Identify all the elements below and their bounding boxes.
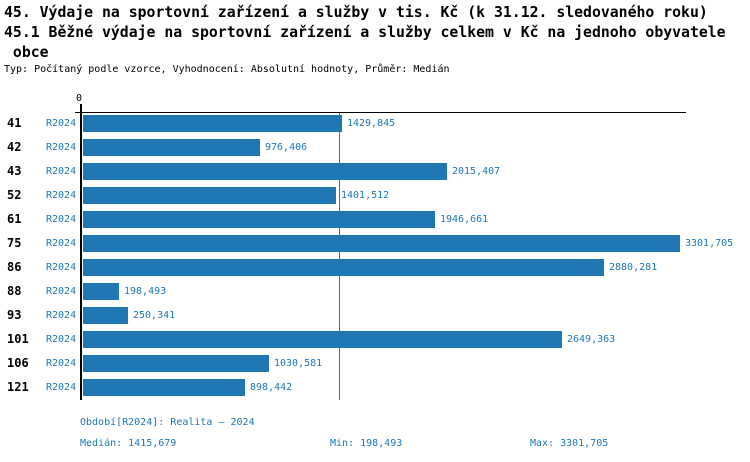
- row-period-label: R2024: [46, 190, 77, 201]
- row-period-label: R2024: [46, 142, 77, 153]
- bar: [83, 379, 245, 396]
- chart-title-line-3: obce: [4, 44, 49, 61]
- bar-value-label: 2649,363: [567, 334, 616, 345]
- footer-period-label: Období[R2024]: Realita – 2024: [80, 417, 255, 428]
- y-axis-line: [80, 112, 82, 400]
- bar-value-label: 3301,705: [685, 238, 734, 249]
- bar-value-label: 976,406: [265, 142, 308, 153]
- bar-value-label: 898,442: [250, 382, 293, 393]
- bar: [83, 115, 342, 132]
- bar: [83, 163, 447, 180]
- row-period-label: R2024: [46, 118, 77, 129]
- chart-title-line-2: 45.1 Běžné výdaje na sportovní zařízení …: [4, 24, 726, 41]
- row-period-label: R2024: [46, 262, 77, 273]
- footer-max-label: Max: 3301,705: [530, 438, 609, 449]
- footer-median-label: Medián: 1415,679: [80, 438, 177, 449]
- footer-min-label: Min: 198,493: [330, 438, 403, 449]
- row-period-label: R2024: [46, 334, 77, 345]
- row-category-label: 93: [7, 308, 22, 322]
- row-category-label: 61: [7, 212, 22, 226]
- row-category-label: 101: [7, 332, 29, 346]
- bar-value-label: 250,341: [133, 310, 176, 321]
- row-category-label: 86: [7, 260, 22, 274]
- row-period-label: R2024: [46, 238, 77, 249]
- bar: [83, 139, 260, 156]
- bar-value-label: 2880,281: [609, 262, 658, 273]
- row-category-label: 121: [7, 380, 29, 394]
- row-category-label: 106: [7, 356, 29, 370]
- row-period-label: R2024: [46, 310, 77, 321]
- x-axis-line: [75, 112, 686, 113]
- row-period-label: R2024: [46, 214, 77, 225]
- chart-title-line-1: 45. Výdaje na sportovní zařízení a služb…: [4, 4, 708, 21]
- bar-value-label: 1946,661: [440, 214, 489, 225]
- median-line: [339, 113, 340, 400]
- row-category-label: 75: [7, 236, 22, 250]
- x-axis-origin-label: 0: [76, 93, 83, 104]
- row-category-label: 52: [7, 188, 22, 202]
- row-period-label: R2024: [46, 358, 77, 369]
- row-category-label: 43: [7, 164, 22, 178]
- x-axis-origin-tick: [80, 104, 82, 112]
- bar: [83, 355, 269, 372]
- chart-title: 45. Výdaje na sportovní zařízení a služb…: [4, 3, 726, 63]
- bar-value-label: 1030,581: [274, 358, 323, 369]
- bar-value-label: 1429,845: [347, 118, 396, 129]
- chart-meta-line: Typ: Počítaný podle vzorce, Vyhodnocení:…: [4, 64, 450, 75]
- bar: [83, 331, 562, 348]
- bar: [83, 283, 119, 300]
- bar-value-label: 1401,512: [341, 190, 390, 201]
- row-category-label: 88: [7, 284, 22, 298]
- bar-value-label: 2015,407: [452, 166, 501, 177]
- row-category-label: 41: [7, 116, 22, 130]
- row-period-label: R2024: [46, 286, 77, 297]
- bar: [83, 235, 680, 252]
- row-period-label: R2024: [46, 166, 77, 177]
- bar: [83, 187, 336, 204]
- bar: [83, 259, 604, 276]
- row-category-label: 42: [7, 140, 22, 154]
- bar: [83, 307, 128, 324]
- bar: [83, 211, 435, 228]
- bar-value-label: 198,493: [124, 286, 167, 297]
- row-period-label: R2024: [46, 382, 77, 393]
